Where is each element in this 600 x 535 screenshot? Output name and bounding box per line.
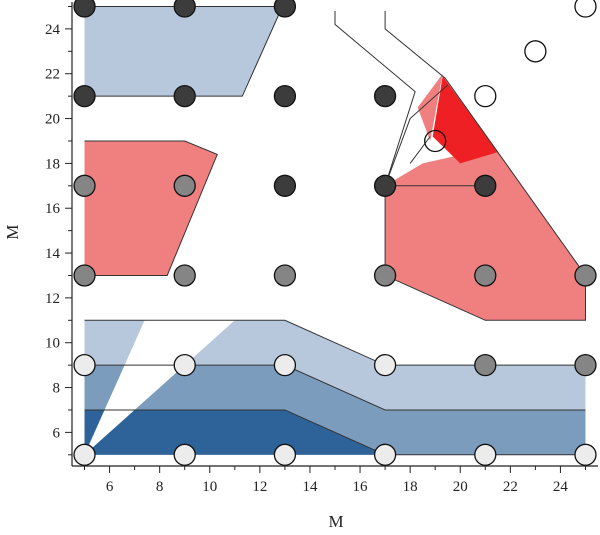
- data-point-7: [273, 174, 297, 197]
- data-point-19: [574, 353, 597, 377]
- x-tick-label: 20: [453, 479, 468, 495]
- data-point-21: [173, 353, 196, 377]
- data-point-4: [173, 84, 196, 108]
- data-point-3: [73, 84, 96, 108]
- region-8: [432, 75, 498, 164]
- x-tick-label: 22: [503, 479, 518, 495]
- y-tick-label: 14: [45, 246, 61, 262]
- data-point-23: [373, 353, 397, 377]
- data-point-30: [574, 0, 597, 18]
- boundary-line-3: [334, 10, 416, 186]
- data-point-25: [173, 443, 196, 466]
- data-point-6: [373, 84, 397, 108]
- data-point-11: [173, 174, 196, 197]
- region-5: [84, 320, 235, 455]
- data-point-12: [73, 264, 96, 287]
- data-point-8: [373, 174, 397, 197]
- y-tick-label: 18: [45, 156, 60, 172]
- x-tick-label: 8: [156, 479, 164, 495]
- data-point-14: [273, 264, 297, 287]
- region-1: [84, 140, 218, 276]
- x-tick-label: 6: [106, 479, 114, 495]
- region-7: [417, 73, 443, 141]
- axes-layer: 6 8 10 12 14 16 18 20 22 24 6 8 10 12 14 16 18 20 22 24: [45, 2, 598, 495]
- x-tick-label: 10: [202, 479, 217, 495]
- region-0: [84, 6, 283, 97]
- data-point-18: [474, 353, 497, 377]
- data-point-9: [474, 174, 497, 197]
- data-point-32: [474, 84, 497, 108]
- data-point-0: [73, 0, 96, 18]
- data-point-24: [73, 443, 96, 466]
- data-point-13: [173, 264, 196, 287]
- y-tick-label: 16: [45, 201, 61, 217]
- y-tick-label: 24: [45, 22, 61, 38]
- x-tick-label: 12: [252, 479, 267, 495]
- y-tick-label: 20: [45, 112, 60, 128]
- x-tick-label: 18: [403, 479, 418, 495]
- x-tick-label: 16: [353, 479, 369, 495]
- data-point-2: [273, 0, 297, 18]
- x-tick-label: 24: [553, 479, 569, 495]
- boundary-line-5: [384, 84, 449, 186]
- points-layer: [73, 0, 597, 466]
- y-tick-label: 22: [45, 67, 60, 83]
- data-point-29: [574, 443, 597, 466]
- data-point-20: [73, 353, 96, 377]
- data-point-5: [273, 84, 297, 108]
- boundary-line-6: [409, 136, 431, 164]
- y-tick-label: 6: [53, 425, 61, 441]
- y-axis-title: M: [3, 224, 22, 239]
- y-tick-label: 10: [45, 336, 60, 352]
- data-point-28: [474, 443, 497, 466]
- data-point-27: [373, 443, 397, 466]
- data-point-33: [424, 129, 447, 153]
- y-tick-label: 12: [45, 291, 60, 307]
- y-tick-label: 8: [53, 381, 61, 397]
- region-6: [385, 152, 586, 321]
- data-point-31: [524, 40, 547, 63]
- boundary-line-8: [84, 140, 218, 276]
- x-tick-label: 14: [302, 479, 318, 495]
- data-point-17: [574, 264, 597, 287]
- data-point-22: [273, 353, 297, 377]
- x-axis-title: M: [328, 512, 343, 531]
- data-point-26: [273, 443, 297, 466]
- data-point-16: [474, 264, 497, 287]
- data-point-15: [373, 264, 397, 287]
- data-point-10: [73, 174, 96, 197]
- data-point-1: [173, 0, 196, 18]
